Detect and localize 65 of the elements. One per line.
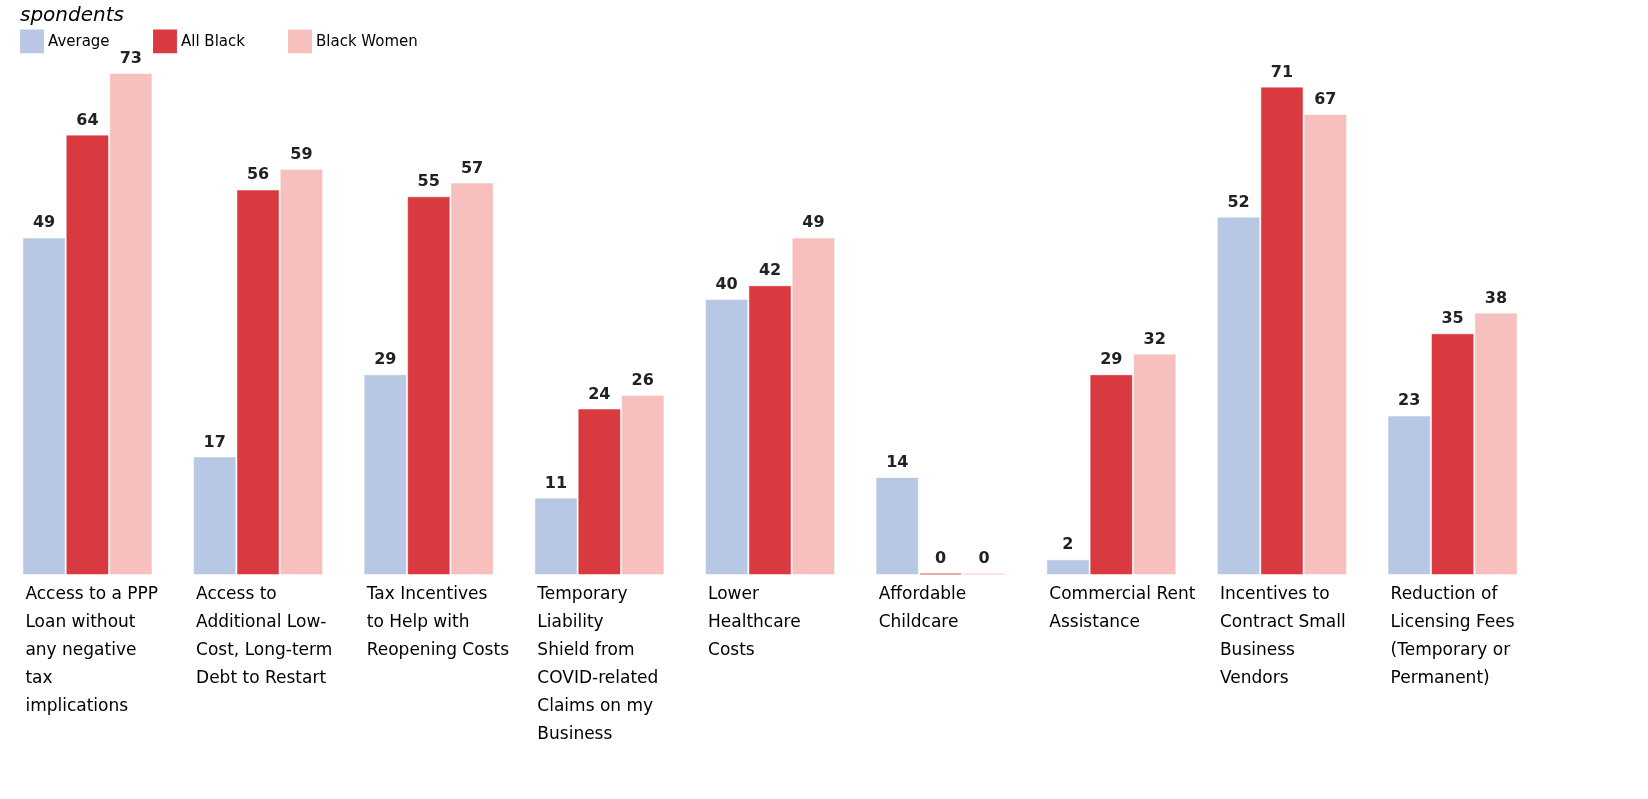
bar [1261,87,1303,575]
bar [407,197,450,575]
bar [1217,217,1260,575]
bar [280,169,323,575]
data-label: 24 [588,383,611,403]
bar [621,395,664,575]
data-label: 38 [1484,287,1508,307]
chart-title: spondents [20,2,124,26]
data-label: 17 [203,431,226,451]
data-label: 14 [886,452,909,472]
data-label: 71 [1270,61,1294,81]
data-label: 57 [460,157,484,177]
bar [109,73,152,575]
bar [876,477,919,575]
legend-label: Average [48,32,110,51]
bar [451,183,493,575]
bar [1304,114,1347,575]
bar [193,457,236,575]
bar [535,498,577,575]
bar [578,409,621,575]
legend-label: All Black [181,32,246,51]
bar [1090,375,1133,575]
data-label: 11 [544,472,568,492]
x-tick-label: Tax Incentives to Help with Reopening Costs [365,583,510,659]
x-tick-label: Lower Healthcare Costs [708,583,801,659]
data-label: 29 [1100,349,1123,369]
bar [1431,334,1474,575]
data-label: 35 [1441,308,1464,328]
data-label: 23 [1398,390,1421,410]
bar [1388,416,1431,575]
data-label: 56 [246,164,270,184]
data-label: 26 [631,369,654,389]
data-label: 2 [1062,534,1074,554]
data-label: 0 [935,548,947,567]
data-label: 40 [715,274,738,294]
x-tick-label: Reduction of Licensing Fees (Temporary or Permanent) [1390,583,1515,687]
x-tick-label: Incentives to Contract Small Business Vendors [1219,583,1346,687]
data-label: 49 [32,212,56,232]
data-label: 32 [1143,328,1166,348]
data-label: 59 [290,143,313,163]
bar [792,238,835,575]
x-tick-label: Affordable Childcare [878,583,967,631]
bar [1047,560,1089,575]
x-tick-label: Commercial Rent Assistance [1049,583,1196,631]
data-label: 0 [978,548,990,567]
x-tick-label: Access to Additional Low-Cost, Long-term Debt to Restart [196,583,333,687]
legend-label: Black Women [316,32,418,51]
data-label: 55 [417,171,440,191]
bar [237,190,279,575]
bar [1133,354,1176,575]
x-tick-label: Access to a PPP Loan without any negative tax implications [25,583,159,715]
x-tick-label: Temporary Liability Shield from COVID-related Claims on my Business [536,583,659,743]
bar [749,286,791,575]
data-label: 67 [1314,89,1337,109]
bar [1475,313,1517,575]
data-label: 29 [374,349,397,369]
bar [66,135,109,575]
data-label: 49 [802,212,825,232]
bar [364,375,407,575]
data-label: 64 [76,109,99,129]
data-label: 73 [119,48,142,67]
data-label: 42 [758,260,782,280]
data-label: 52 [1227,191,1250,211]
bar [23,238,65,575]
bar [705,299,748,575]
